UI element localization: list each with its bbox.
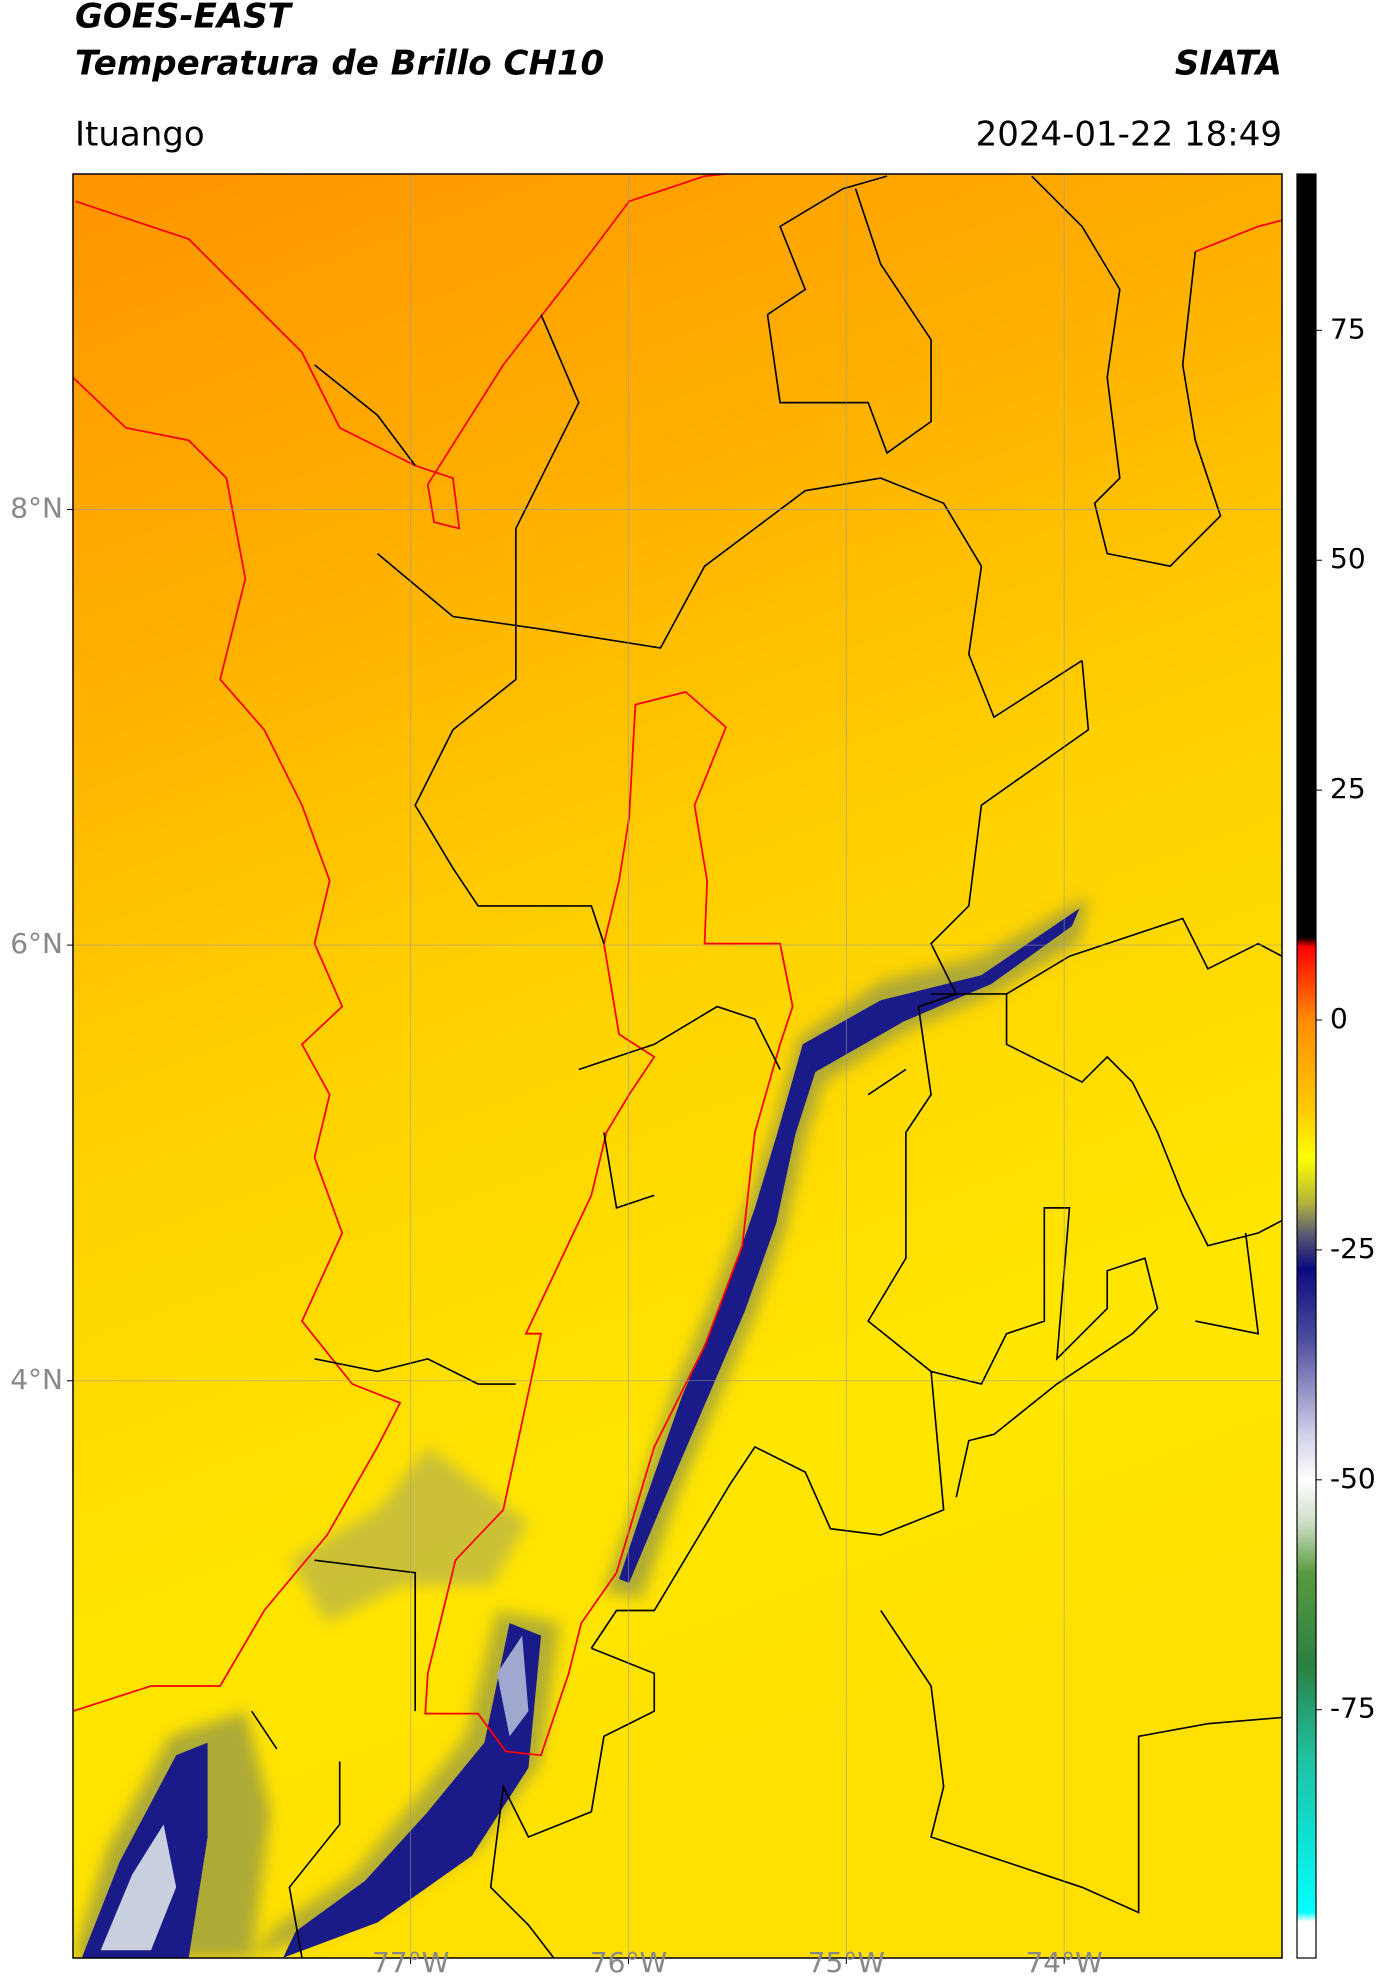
x-tick-label: 76°W	[590, 1946, 667, 1979]
colorbar-tick-label: -50	[1330, 1462, 1376, 1495]
colorbar-tick-label: 0	[1330, 1002, 1348, 1035]
location: Ituango	[75, 115, 205, 155]
source: SIATA	[1175, 44, 1282, 84]
colorbar-segment	[1297, 1571, 1316, 1665]
subtitle: Temperatura de Brillo CH10	[75, 44, 604, 84]
y-tick-label: 8°N	[10, 491, 63, 524]
colorbar-segment	[1297, 1203, 1316, 1233]
colorbar-segment	[1297, 937, 1316, 947]
x-tick-label: 74°W	[1025, 1946, 1102, 1979]
colorbar-segment	[1297, 174, 1316, 938]
map-area	[73, 174, 1282, 1958]
y-tick-label: 4°N	[10, 1363, 63, 1396]
y-tick-label: 6°N	[10, 927, 63, 960]
colorbar-segment	[1297, 946, 1316, 1021]
colorbar-segment	[1297, 1479, 1316, 1527]
colorbar	[1297, 174, 1316, 1959]
borders	[73, 174, 1282, 1958]
colorbar-segment	[1297, 1111, 1316, 1159]
colorbar-segment	[1297, 1157, 1316, 1205]
temperature-field	[73, 174, 1282, 1958]
colorbar-segment	[1297, 1020, 1316, 1113]
colorbar-segment	[1297, 1921, 1316, 1959]
colorbar-segment	[1297, 1755, 1316, 1913]
colorbar-segment	[1297, 1433, 1316, 1481]
colorbar-tick-label: 25	[1330, 772, 1366, 805]
colorbar-tick-label: -75	[1330, 1692, 1376, 1725]
colorbar-segment	[1297, 1341, 1316, 1435]
map-frame	[72, 173, 1283, 1959]
colorbar-frame	[1296, 173, 1317, 1959]
colorbar-segment	[1297, 1912, 1316, 1922]
colorbar-tick-label: -25	[1330, 1232, 1376, 1265]
x-tick-label: 77°W	[372, 1946, 449, 1979]
timestamp: 2024-01-22 18:49	[976, 115, 1282, 155]
colorbar-tick-label: 75	[1330, 312, 1366, 345]
grid	[73, 174, 1282, 1958]
title: GOES-EAST	[75, 0, 294, 37]
x-tick-label: 75°W	[808, 1946, 885, 1979]
colorbar-segment	[1297, 1663, 1316, 1757]
colorbar-segment	[1297, 1525, 1316, 1573]
colorbar-tick-label: 50	[1330, 542, 1366, 575]
colorbar-segment	[1297, 1268, 1316, 1343]
colorbar-segment	[1297, 1231, 1316, 1269]
